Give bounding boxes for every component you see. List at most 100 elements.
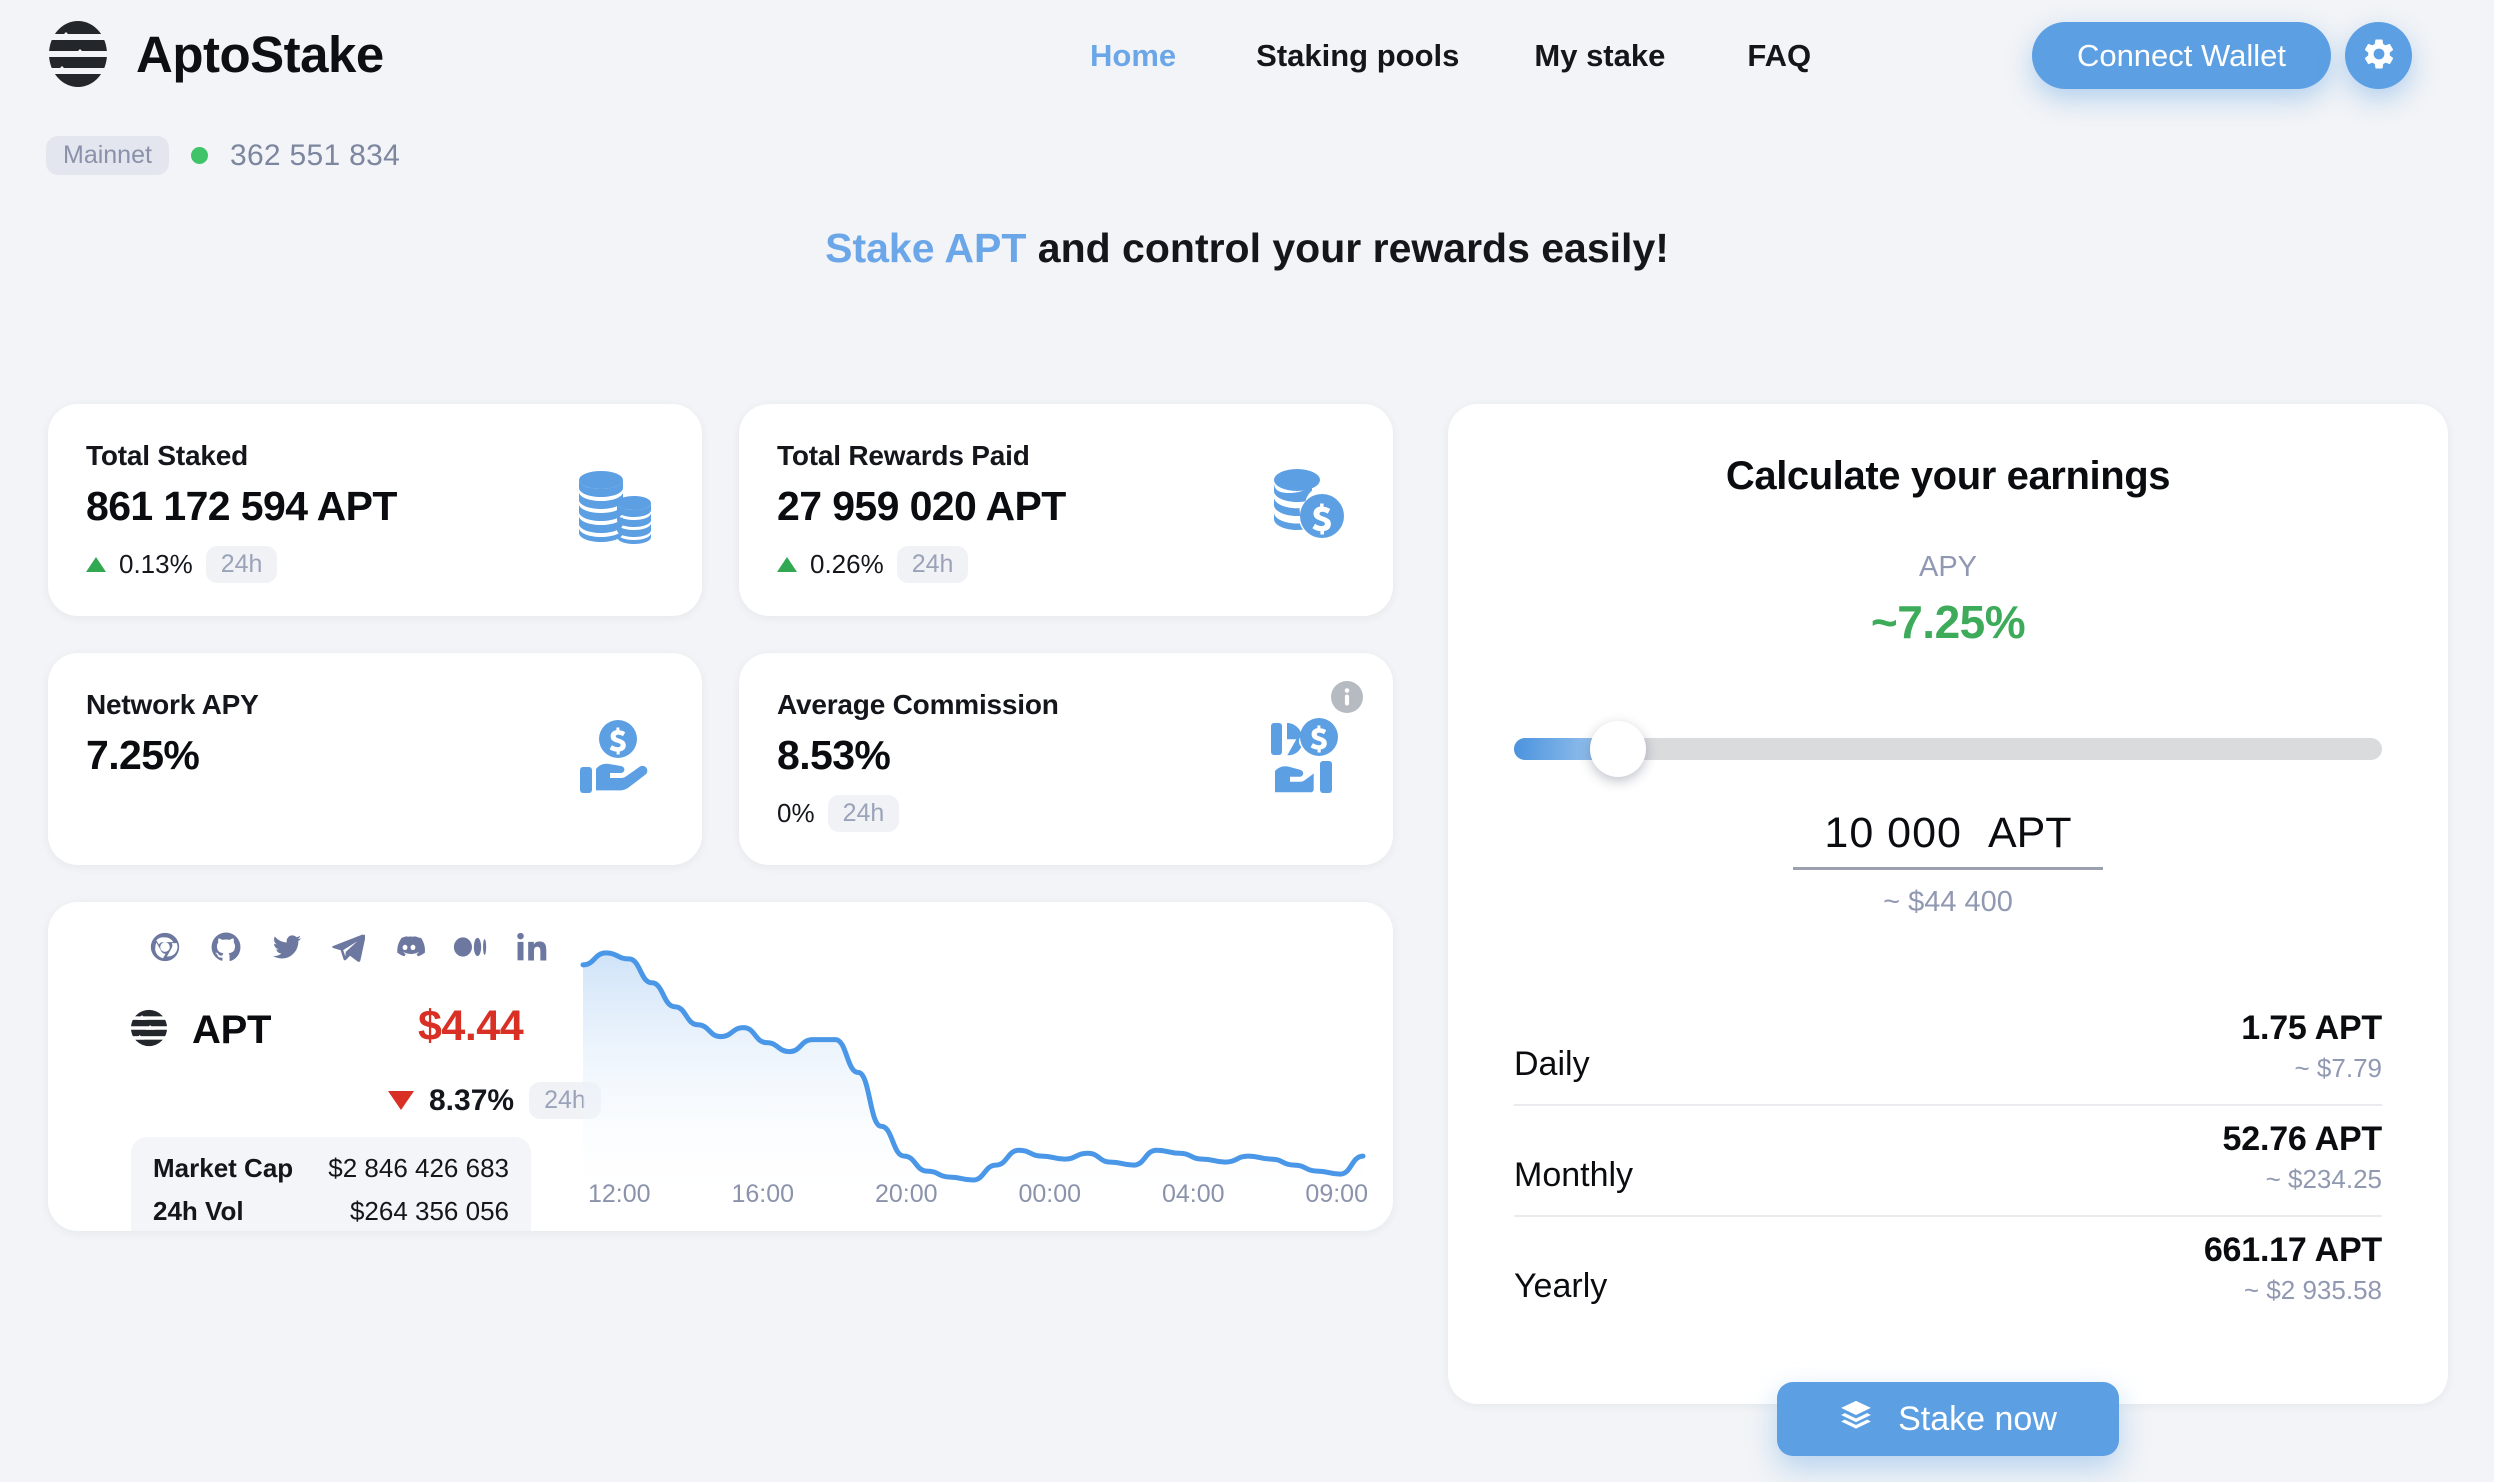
layers-icon [1839,1398,1873,1441]
amount-usd: ~ $44 400 [1883,886,2013,918]
stat-card-average-commission: Average Commission 8.53% 0% 24h [739,653,1393,865]
globe-icon[interactable] [148,930,182,964]
earnings-row-monthly: Monthly 52.76 APT ~ $234.25 [1514,1104,2382,1215]
row-usd: ~ $234.25 [2265,1164,2382,1194]
row-label: Monthly [1514,1156,1634,1194]
hand-coin-icon [572,713,660,806]
stats-row-2: Network APY 7.25% Average Commission 8.5… [48,653,1393,865]
row-values: 1.75 APT ~ $7.79 [2241,1009,2382,1084]
stat-value: 8.53% [777,732,891,778]
asset-symbol: APT [192,1008,272,1052]
volume-label: 24h Vol [153,1196,244,1226]
main-nav: Home Staking pools My stake FAQ [1090,38,1811,74]
stats-row-1: Total Staked 861 172 594 APT 0.13% 24h [48,404,1393,616]
stake-now-label: Stake now [1898,1399,2057,1438]
gear-icon [2361,36,2397,75]
earnings-row-daily: Daily 1.75 APT ~ $7.79 [1514,995,2382,1104]
row-label: Daily [1514,1045,1590,1083]
apy-label: APY [1918,551,1978,583]
row-values: 661.17 APT ~ $2 935.58 [2204,1231,2382,1306]
left-column: Total Staked 861 172 594 APT 0.13% 24h [48,404,1393,1231]
amount-slider[interactable] [1514,721,2382,777]
row-apt: 52.76 APT [2222,1120,2383,1158]
nav-item-my-stake[interactable]: My stake [1534,38,1666,73]
arrow-down-icon [388,1091,414,1110]
medium-icon[interactable] [453,930,487,964]
nav-item-staking-pools[interactable]: Staking pools [1256,38,1460,73]
amount-input[interactable]: 10 000 APT [1793,809,2103,870]
stat-card-total-staked: Total Staked 861 172 594 APT 0.13% 24h [48,404,702,616]
github-icon[interactable] [209,930,243,964]
connect-wallet-button[interactable]: Connect Wallet [2031,22,2331,89]
coins-stack-icon [568,458,660,555]
amount-unit: APT [1987,809,2072,857]
price-chart[interactable] [578,924,1368,1224]
stat-title: Average Commission [777,689,1059,720]
linkedin-icon[interactable] [514,930,548,964]
network-chip[interactable]: Mainnet [46,136,169,175]
row-label: Yearly [1514,1267,1608,1305]
row-usd: ~ $7.79 [2294,1053,2382,1083]
twitter-icon[interactable] [270,930,304,964]
stake-now-button[interactable]: Stake now [1777,1382,2119,1456]
stat-delta: 0.26% 24h [777,546,1353,583]
nav-item-home[interactable]: Home [1090,38,1177,73]
asset-row: APT [128,1007,271,1054]
delta-percent: 0.26% [810,549,884,579]
arrow-up-icon [777,557,797,572]
market-stats-box: Market Cap $2 846 426 683 24h Vol $264 3… [131,1137,531,1231]
info-icon[interactable] [1331,681,1363,713]
earnings-calculator: Calculate your earnings APY ~7.25% 10 00… [1448,404,2448,1456]
delta-percent: 0% [777,798,815,828]
stat-title: Total Rewards Paid [777,440,1030,471]
stat-card-network-apy: Network APY 7.25% [48,653,702,865]
social-links [148,930,548,964]
delta-percent: 0.13% [119,549,193,579]
row-values: 52.76 APT ~ $234.25 [2222,1120,2383,1195]
nav-item-faq[interactable]: FAQ [1747,38,1812,73]
period-chip: 24h [827,795,900,832]
aptos-coin-icon [128,1007,170,1054]
stat-title: Total Staked [86,440,249,471]
earnings-row-yearly: Yearly 661.17 APT ~ $2 935.58 [1514,1215,2382,1326]
discord-icon[interactable] [392,930,426,964]
stat-title: Network APY [86,689,259,720]
asset-price: $4.44 [418,1002,524,1050]
arrow-up-icon [86,557,106,572]
volume-value: $264 356 056 [349,1196,509,1226]
block-height: 362 551 834 [229,138,401,172]
apy-value: ~7.25% [1870,596,2026,648]
market-cap-row: Market Cap $2 846 426 683 [153,1153,509,1184]
x-tick: 00:00 [1018,1180,1082,1208]
change-percent: 8.37% [429,1083,515,1117]
app-header: AptoStake Mainnet 362 551 834 Home Staki… [0,0,2494,175]
period-chip: 24h [205,546,278,583]
settings-button[interactable] [2345,22,2412,89]
period-chip: 24h [896,546,969,583]
stat-value: 27 959 020 APT [777,483,1066,529]
stat-delta: 0% 24h [777,795,1353,832]
chart-x-axis: 12:00 16:00 20:00 00:00 04:00 09:00 [588,1180,1368,1209]
slider-track[interactable] [1514,738,2382,760]
hero-highlight: Stake APT [825,225,1027,271]
stat-card-total-rewards-paid: Total Rewards Paid 27 959 020 APT 0.26% … [739,404,1393,616]
asset-change: 8.37% 24h [388,1082,601,1119]
telegram-icon[interactable] [331,930,365,964]
brand-name: AptoStake [136,25,384,83]
row-apt: 1.75 APT [2241,1009,2382,1047]
aptos-logo-icon [42,18,114,90]
hero-rest: and control your rewards easily! [1026,225,1669,271]
stat-value: 7.25% [86,732,200,778]
earnings-rows: Daily 1.75 APT ~ $7.79 Monthly 52.76 APT… [1514,995,2382,1326]
apt-price-card: APT $4.44 8.37% 24h Market Cap $2 846 42… [48,902,1393,1231]
calculator-title: Calculate your earnings [1725,454,2171,498]
amount-value: 10 000 [1824,809,1962,857]
stake-action: Stake now [1514,1382,2382,1456]
brand[interactable]: AptoStake [42,18,384,90]
slider-thumb[interactable] [1590,721,1647,777]
stat-value: 861 172 594 APT [86,483,397,529]
row-apt: 661.17 APT [2203,1231,2382,1269]
x-tick: 04:00 [1161,1180,1225,1208]
market-cap-value: $2 846 426 683 [328,1153,509,1183]
